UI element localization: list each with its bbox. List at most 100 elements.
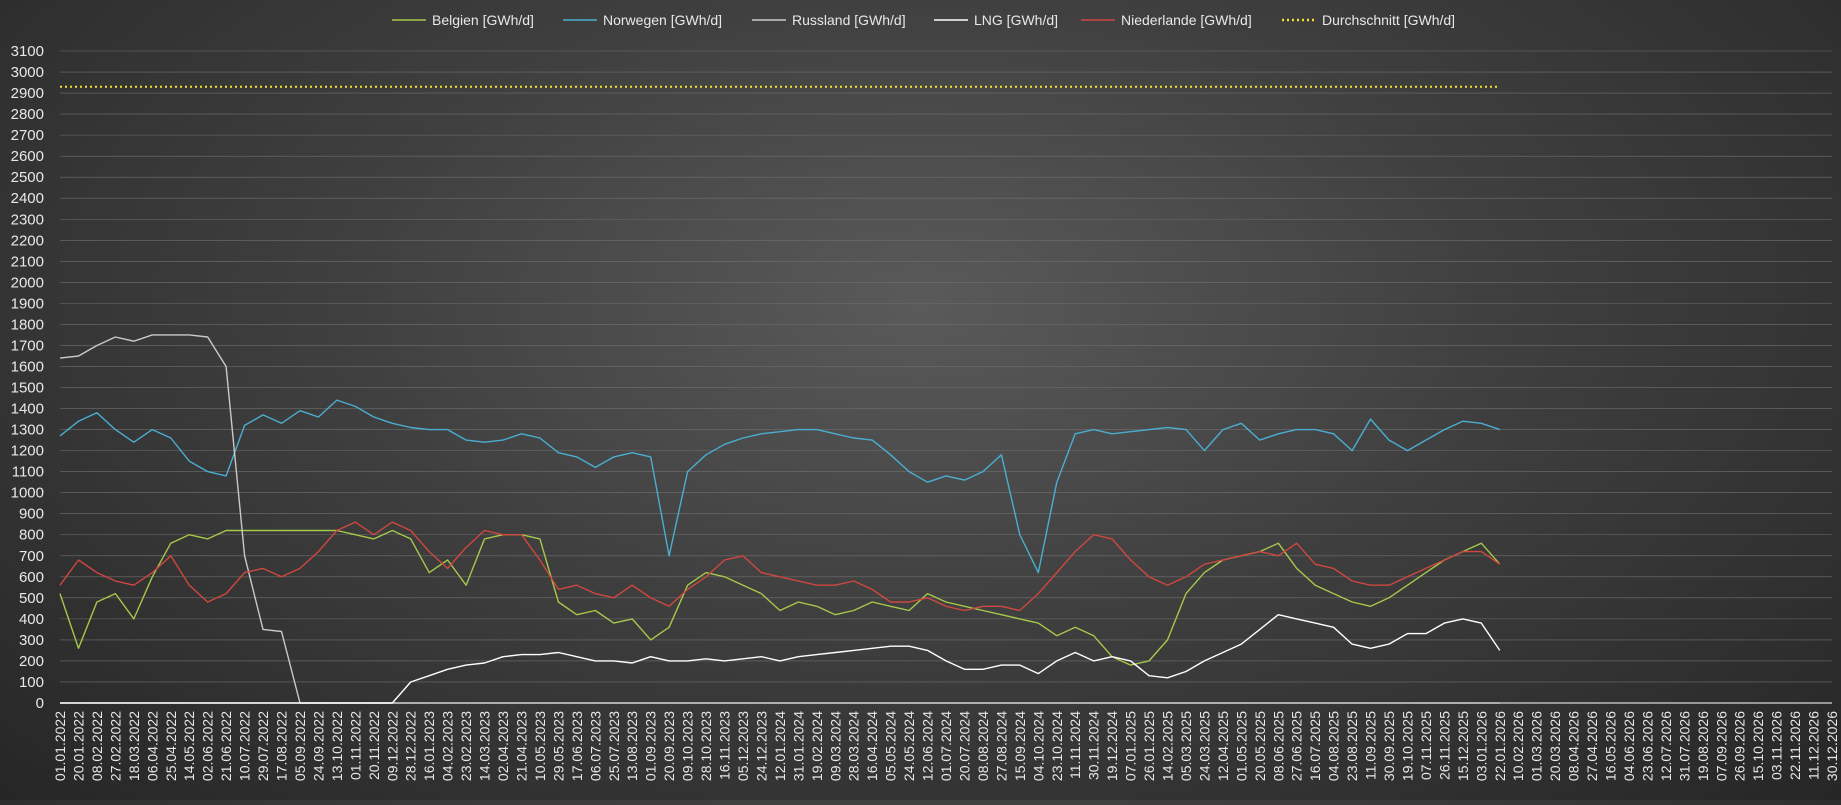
x-tick-label: 24.12.2023 [753, 711, 769, 781]
x-tick-label: 22.11.2026 [1787, 711, 1803, 780]
y-tick-label: 2700 [11, 127, 44, 144]
x-tick-label: 20.09.2023 [661, 711, 677, 781]
x-tick-label: 01.07.2024 [938, 711, 954, 781]
x-tick-label: 29.07.2022 [255, 711, 271, 781]
x-tick-label: 21.06.2022 [218, 711, 234, 781]
x-tick-label: 13.10.2022 [329, 711, 345, 781]
x-tick-label: 01.11.2022 [347, 711, 363, 780]
y-tick-label: 1200 [11, 443, 44, 460]
y-tick-label: 2100 [11, 253, 44, 270]
x-tick-label: 27.08.2024 [993, 711, 1009, 781]
x-tick-label: 28.03.2024 [846, 711, 862, 781]
y-tick-label: 1400 [11, 401, 44, 418]
gridlines [60, 50, 1832, 704]
x-tick-label: 24.05.2024 [901, 711, 917, 781]
y-tick-label: 400 [19, 611, 44, 628]
x-tick-label: 12.04.2025 [1215, 711, 1231, 781]
x-tick-label: 23.10.2024 [1049, 711, 1065, 781]
y-tick-label: 2900 [11, 85, 44, 102]
series-line-niederlande [59, 521, 1501, 612]
legend: Belgien [GWh/d] Norwegen [GWh/d] Russland … [392, 12, 1455, 28]
x-tick-label: 20.05.2025 [1252, 711, 1268, 781]
x-tick-label: 29.05.2023 [550, 711, 566, 781]
x-tick-label: 22.01.2026 [1492, 711, 1508, 781]
y-tick-label: 1100 [12, 464, 44, 481]
x-tick-label: 30.09.2025 [1381, 711, 1397, 781]
y-tick-label: 300 [19, 632, 44, 649]
y-tick-label: 2000 [11, 274, 44, 291]
x-tick-label: 20.01.2022 [70, 711, 86, 781]
legend-label: Belgien [GWh/d] [432, 12, 534, 28]
legend-label: Niederlande [GWh/d] [1121, 12, 1252, 28]
x-tick-label: 05.05.2024 [883, 711, 899, 781]
x-tick-label: 15.12.2025 [1455, 711, 1471, 781]
x-tick-label: 08.04.2026 [1566, 711, 1582, 781]
y-tick-label: 200 [19, 653, 44, 670]
x-tick-label: 15.10.2026 [1750, 711, 1766, 781]
x-tick-label: 02.06.2022 [200, 711, 216, 781]
y-tick-label: 500 [19, 590, 44, 607]
x-tick-label: 07.11.2025 [1418, 711, 1434, 780]
x-tick-label: 31.01.2024 [790, 711, 806, 781]
y-tick-label: 2800 [11, 106, 44, 123]
x-tick-label: 08.08.2024 [975, 711, 991, 781]
x-tick-label: 17.06.2023 [569, 711, 585, 781]
x-tick-label: 30.12.2026 [1824, 711, 1840, 781]
y-tick-label: 700 [19, 548, 44, 565]
x-tick-label: 17.08.2022 [274, 711, 290, 781]
x-tick-label: 04.10.2024 [1030, 711, 1046, 781]
x-tick-label: 20.03.2026 [1547, 711, 1563, 781]
x-tick-label: 26.09.2026 [1732, 711, 1748, 781]
x-tick-label: 26.01.2025 [1141, 711, 1157, 781]
x-tick-label: 06.07.2023 [587, 711, 603, 781]
x-tick-label: 12.06.2024 [920, 711, 936, 781]
x-tick-label: 19.02.2024 [809, 711, 825, 781]
x-tick-label: 10.07.2022 [237, 711, 253, 781]
x-tick-label: 20.07.2024 [956, 711, 972, 781]
x-tick-label: 19.08.2026 [1695, 711, 1711, 781]
series-line-lng [60, 614, 1501, 704]
y-tick-label: 1600 [11, 358, 44, 375]
x-tick-label: 25.07.2023 [606, 711, 622, 781]
y-tick-label: 1300 [11, 422, 44, 439]
x-tick-label: 10.02.2026 [1510, 711, 1526, 781]
x-tick-label: 26.11.2025 [1436, 711, 1452, 780]
x-tick-label: 04.06.2026 [1621, 711, 1637, 781]
y-axis: 0 100 200 300 400 500 600 700 800 900 1000 1100 1200… [11, 43, 44, 712]
y-tick-label: 2400 [11, 190, 44, 207]
x-tick-label: 07.01.2025 [1123, 711, 1139, 781]
x-tick-label: 11.11.2024 [1067, 711, 1083, 779]
x-tick-label: 23.02.2023 [458, 711, 474, 781]
y-tick-label: 1800 [11, 316, 44, 333]
x-tick-label: 19.12.2024 [1104, 711, 1120, 781]
x-tick-label: 21.04.2023 [513, 711, 529, 781]
y-tick-label: 2600 [11, 148, 44, 165]
x-tick-label: 14.02.2025 [1160, 711, 1176, 781]
x-tick-label: 01.09.2023 [643, 711, 659, 781]
x-tick-label: 01.03.2026 [1529, 711, 1545, 781]
legend-label: Norwegen [GWh/d] [603, 12, 722, 28]
y-tick-label: 2200 [11, 232, 44, 249]
y-tick-label: 1900 [11, 295, 44, 312]
x-tick-label: 04.08.2025 [1326, 711, 1342, 781]
y-tick-label: 3100 [11, 43, 44, 60]
x-tick-label: 24.09.2022 [310, 711, 326, 781]
x-tick-label: 01.05.2025 [1233, 711, 1249, 781]
x-tick-label: 11.09.2025 [1363, 711, 1379, 780]
series-line-russland [59, 334, 1500, 704]
x-tick-label: 25.04.2022 [163, 711, 179, 781]
x-tick-label: 08.02.2022 [89, 711, 105, 781]
x-tick-label: 08.06.2025 [1270, 711, 1286, 781]
x-tick-label: 14.05.2022 [181, 711, 197, 781]
x-tick-label: 16.05.2026 [1603, 711, 1619, 781]
x-tick-label: 15.09.2024 [1012, 711, 1028, 781]
x-tick-label: 07.09.2026 [1713, 711, 1729, 781]
y-tick-label: 2500 [11, 169, 44, 186]
plot-area [59, 85, 1501, 704]
x-tick-label: 19.10.2025 [1399, 711, 1415, 781]
x-tick-label: 23.08.2025 [1344, 711, 1360, 781]
x-tick-label: 09.10.2023 [680, 711, 696, 781]
x-tick-label: 05.09.2022 [292, 711, 308, 781]
x-tick-label: 13.08.2023 [624, 711, 640, 781]
